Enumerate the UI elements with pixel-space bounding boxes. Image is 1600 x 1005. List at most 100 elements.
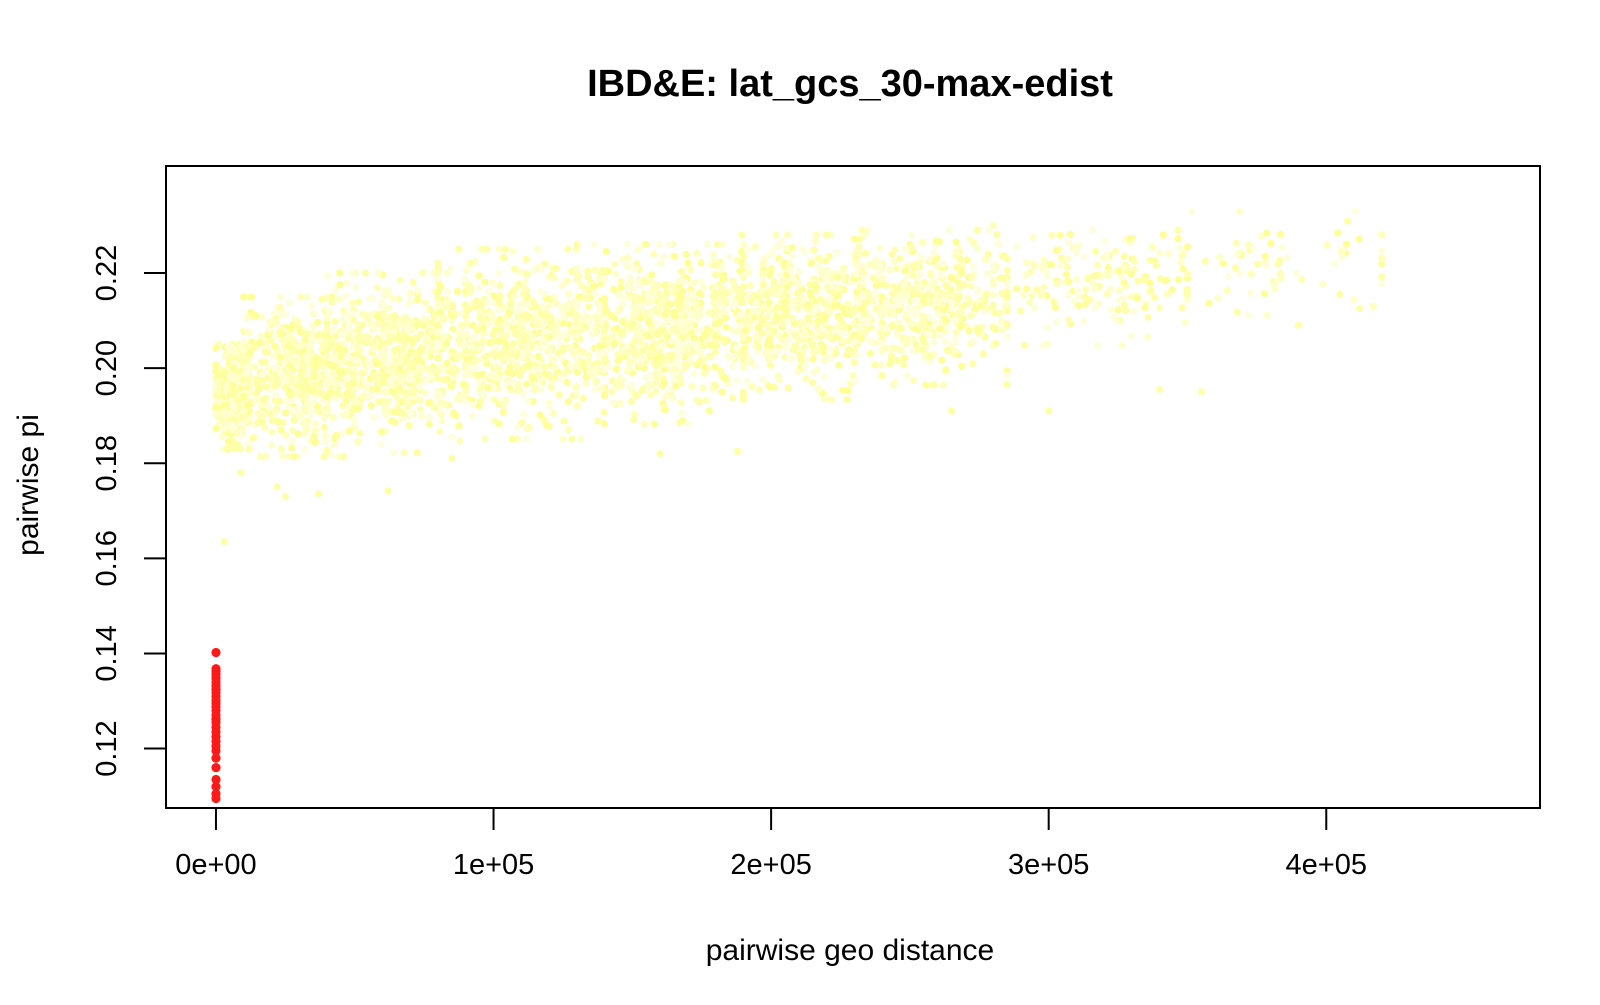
data-point-yellow-outlier: [947, 407, 956, 415]
data-point-yellow: [677, 310, 685, 318]
data-point-yellow: [1073, 249, 1081, 257]
data-point-yellow: [409, 278, 417, 287]
data-point-yellow: [801, 328, 809, 336]
data-point-yellow: [455, 422, 463, 430]
data-point-yellow: [808, 259, 816, 267]
data-point-yellow: [1028, 292, 1036, 300]
data-point-yellow: [1115, 297, 1123, 305]
data-point-yellow: [590, 282, 598, 291]
data-point-yellow: [619, 299, 628, 307]
data-point-yellow: [822, 257, 830, 265]
data-point-yellow: [550, 274, 558, 282]
data-point-yellow: [423, 338, 431, 346]
data-point-yellow: [984, 250, 992, 258]
data-point-yellow: [942, 290, 950, 299]
data-point-yellow: [1065, 316, 1073, 324]
axes-layer: 0e+00 1e+05 2e+05 3e+05 4e+05 0.12 0.14 0.16 0.1…: [91, 165, 1541, 881]
data-point-yellow: [661, 406, 669, 414]
data-point-yellow: [1277, 230, 1285, 239]
data-point-yellow: [760, 302, 768, 310]
data-point-yellow: [678, 341, 686, 349]
data-point-yellow: [703, 240, 712, 249]
data-point-yellow: [559, 435, 567, 443]
data-point-yellow: [463, 355, 471, 363]
data-point-yellow: [513, 423, 522, 431]
data-point-yellow: [367, 402, 375, 410]
data-point-yellow: [1378, 247, 1386, 255]
data-point-yellow: [1146, 279, 1154, 287]
data-point-yellow: [265, 404, 273, 412]
data-point-yellow: [565, 320, 573, 328]
data-point-yellow: [352, 398, 360, 406]
data-point-yellow: [1019, 291, 1027, 299]
data-point-yellow: [444, 288, 452, 296]
data-point-yellow-outlier: [734, 447, 742, 455]
data-point-yellow: [546, 373, 554, 381]
data-point-yellow: [655, 240, 663, 249]
data-point-yellow: [545, 314, 553, 322]
data-point-yellow: [1089, 226, 1097, 234]
data-point-yellow: [462, 347, 470, 355]
data-point-yellow: [720, 373, 728, 382]
data-point-yellow: [505, 309, 513, 317]
data-point-yellow: [298, 341, 306, 349]
data-point-yellow: [632, 309, 640, 317]
data-point-yellow: [344, 316, 352, 324]
data-point-yellow: [898, 297, 906, 305]
data-point-yellow: [1115, 286, 1123, 294]
data-point-yellow: [345, 322, 353, 330]
data-point-yellow: [434, 268, 442, 276]
data-point-yellow: [748, 323, 756, 331]
data-point-yellow: [1144, 313, 1152, 321]
data-point-yellow: [234, 440, 242, 448]
data-point-yellow: [1003, 307, 1011, 315]
data-point-yellow: [1247, 270, 1255, 278]
data-point-yellow: [1337, 247, 1345, 256]
data-point-yellow: [448, 301, 456, 309]
data-point-yellow: [434, 328, 442, 336]
data-point-yellow: [414, 296, 422, 304]
data-point-yellow: [1050, 298, 1058, 307]
data-point-yellow: [982, 255, 990, 264]
data-point-yellow: [630, 303, 638, 311]
data-point-yellow: [530, 366, 538, 374]
data-point-yellow: [496, 292, 504, 300]
data-point-yellow: [404, 300, 412, 308]
data-point-yellow: [482, 352, 490, 361]
data-point-yellow: [312, 381, 320, 389]
data-point-yellow: [712, 320, 720, 328]
data-point-yellow: [942, 337, 950, 346]
data-point-yellow: [400, 317, 408, 325]
data-point-yellow: [1146, 288, 1154, 296]
data-point-yellow: [900, 354, 909, 362]
data-point-yellow: [630, 284, 638, 293]
data-point-yellow: [969, 337, 978, 345]
data-point-yellow: [663, 289, 671, 297]
data-point-yellow: [871, 361, 879, 369]
data-point-yellow: [894, 357, 902, 365]
data-point-yellow: [490, 395, 498, 404]
data-point-yellow-outlier: [281, 492, 289, 501]
data-point-yellow: [437, 410, 445, 418]
data-point-yellow: [373, 360, 381, 368]
data-point-yellow: [1378, 280, 1386, 288]
data-point-yellow: [564, 426, 573, 434]
data-point-yellow: [650, 289, 658, 297]
data-point-yellow: [617, 284, 625, 292]
data-point-yellow: [1004, 280, 1012, 288]
data-point-yellow: [584, 273, 593, 281]
data-point-yellow: [332, 432, 340, 440]
data-point-yellow: [509, 247, 517, 255]
data-point-yellow: [631, 265, 639, 273]
data-point-yellow: [888, 250, 896, 258]
data-point-yellow: [415, 363, 423, 371]
data-point-yellow: [335, 345, 344, 353]
data-point-yellow: [373, 385, 381, 393]
data-point-yellow: [528, 333, 537, 341]
data-point-yellow: [1003, 372, 1011, 380]
data-point-yellow: [637, 314, 645, 322]
data-point-yellow: [475, 402, 483, 410]
data-point-yellow: [279, 419, 287, 427]
data-point-yellow: [387, 417, 395, 425]
data-point-yellow: [382, 287, 390, 295]
